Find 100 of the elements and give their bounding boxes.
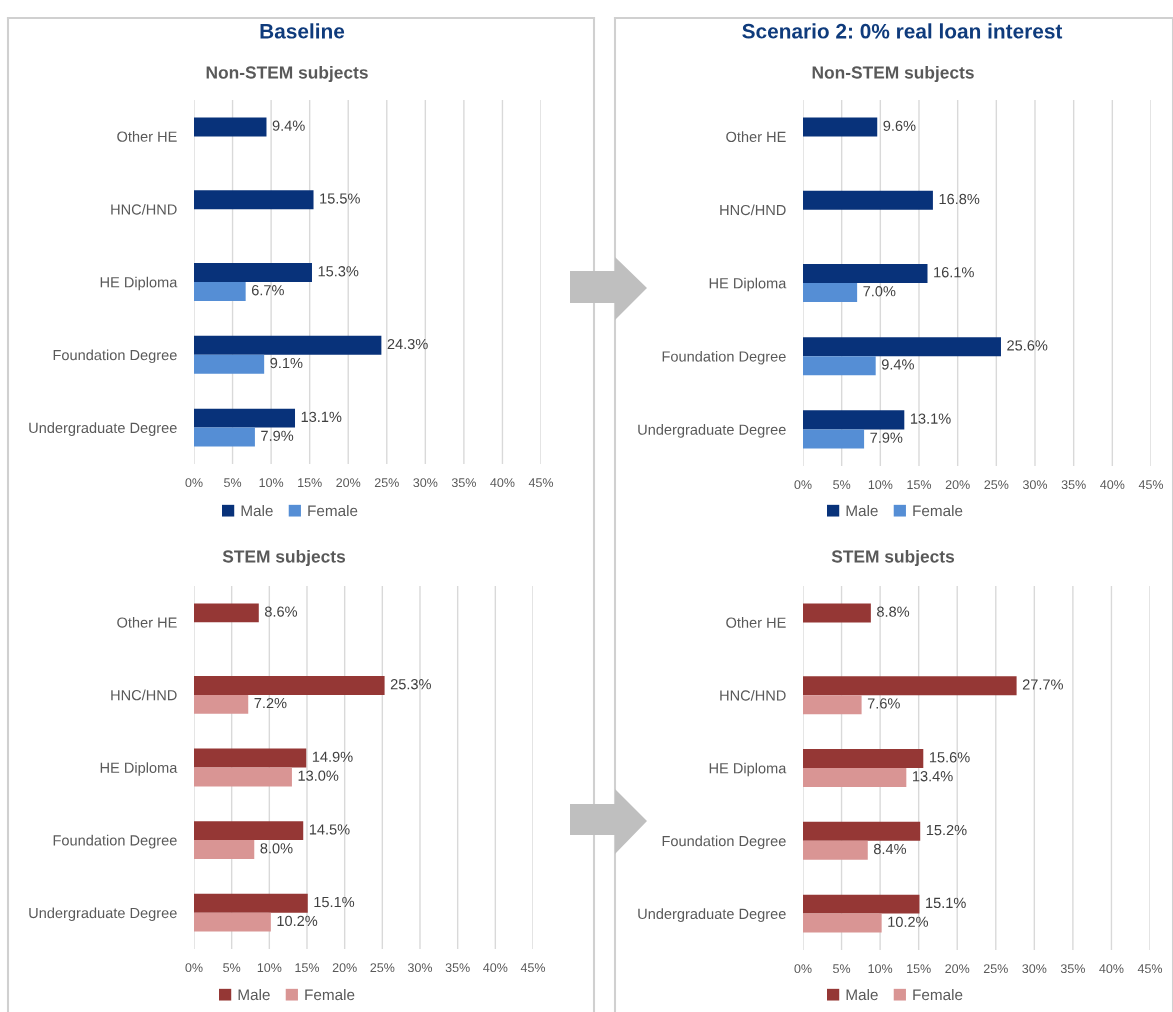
data-label: 15.5% (320, 193, 360, 204)
x-tick-label: 15% (907, 964, 931, 974)
bar (194, 335, 382, 355)
bar (194, 840, 255, 859)
bar (194, 263, 312, 282)
data-label: 15.1% (314, 896, 355, 908)
data-label: 9.4% (272, 120, 305, 131)
bar (194, 427, 255, 447)
x-tick-label: 45% (1137, 964, 1163, 974)
chart-title: STEM subjects (222, 549, 346, 567)
x-tick-label: 25% (983, 964, 1008, 974)
x-tick-label: 25% (984, 480, 1009, 490)
data-label: 13.1% (910, 413, 951, 424)
legend-label: Female (308, 504, 358, 517)
bar (803, 337, 1001, 357)
y-tick-label: Foundation Degree (53, 349, 177, 364)
bar (194, 603, 259, 623)
x-tick-label: 30% (1022, 964, 1047, 974)
x-tick-label: 0% (794, 964, 812, 974)
bar (194, 821, 304, 841)
bar (803, 429, 865, 449)
data-label: 8.4% (873, 843, 907, 855)
x-tick-label: 25% (374, 478, 399, 488)
data-label: 15.3% (318, 266, 359, 277)
data-label: 15.6% (929, 752, 970, 763)
y-tick-label: Foundation Degree (53, 834, 177, 849)
y-tick-label: Other HE (726, 617, 786, 628)
x-tick-label: 20% (336, 478, 361, 488)
bar (803, 263, 928, 283)
bar (803, 821, 921, 841)
x-tick-label: 25% (370, 963, 395, 973)
bar (194, 893, 308, 913)
bar (194, 282, 246, 301)
bar (803, 603, 871, 623)
y-tick-label: HE Diploma (100, 276, 178, 291)
x-tick-label: 35% (1061, 480, 1086, 490)
x-tick-label: 20% (945, 480, 970, 490)
x-tick-label: 20% (945, 964, 970, 974)
data-label: 14.9% (312, 751, 353, 762)
bar (194, 748, 307, 768)
data-label: 10.2% (277, 915, 318, 927)
y-tick-label: Foundation Degree (662, 350, 786, 365)
legend-label: Male (238, 988, 270, 1001)
bar (194, 190, 314, 210)
x-tick-label: 40% (1100, 480, 1125, 490)
bar (194, 408, 296, 428)
data-label: 9.1% (270, 357, 303, 369)
y-tick-label: HNC/HND (720, 689, 786, 701)
bar (803, 410, 905, 430)
x-tick-label: 35% (1060, 964, 1085, 974)
legend-label: Female (913, 504, 963, 517)
data-label: 16.1% (934, 267, 974, 278)
x-tick-label: 15% (298, 478, 322, 488)
bar (803, 283, 858, 303)
x-tick-label: 45% (520, 963, 546, 973)
x-tick-label: 0% (185, 963, 203, 973)
bar (803, 894, 920, 914)
y-tick-label: HE Diploma (709, 277, 787, 292)
legend-label: Female (913, 988, 963, 1001)
data-label: 13.4% (913, 771, 953, 782)
legend-label: Female (305, 988, 355, 1001)
bar (803, 749, 924, 768)
y-tick-label: HE Diploma (709, 762, 787, 777)
chart-title: Non-STEM subjects (206, 65, 368, 83)
bar (194, 767, 292, 787)
data-label: 13.1% (301, 411, 342, 423)
y-tick-label: Undergraduate Degree (638, 908, 786, 922)
x-tick-label: 5% (833, 964, 851, 974)
data-label: 8.0% (260, 843, 293, 854)
data-label: 7.0% (863, 286, 896, 297)
data-label: 13.0% (298, 770, 339, 781)
x-tick-label: 10% (259, 478, 284, 488)
data-label: 10.2% (888, 916, 929, 927)
bar (803, 840, 868, 860)
x-tick-label: 5% (833, 480, 851, 490)
data-label: 24.3% (387, 338, 428, 350)
x-tick-label: 45% (1138, 480, 1164, 490)
text: Scenario 2: 0% real loan interest (742, 23, 1063, 39)
data-label: 25.3% (390, 679, 431, 690)
data-label: 15.2% (926, 824, 967, 836)
data-label: 7.2% (254, 697, 287, 709)
x-tick-label: 30% (1022, 480, 1048, 490)
bar (803, 117, 878, 137)
y-tick-label: Undergraduate Degree (29, 422, 177, 436)
bar (803, 190, 933, 210)
y-tick-label: HNC/HND (111, 689, 177, 701)
data-label: 7.9% (261, 430, 294, 441)
data-label: 7.6% (867, 698, 900, 709)
bar (194, 117, 267, 137)
data-label: 9.4% (881, 359, 914, 370)
x-tick-label: 40% (490, 478, 515, 488)
text: Baseline (260, 23, 345, 39)
y-tick-label: Undergraduate Degree (29, 907, 177, 922)
legend-label: Male (241, 504, 273, 517)
data-label: 14.5% (309, 824, 350, 835)
bar (194, 354, 265, 374)
data-label: 25.6% (1007, 340, 1048, 351)
x-tick-label: 30% (407, 963, 433, 973)
data-label: 7.9% (870, 432, 903, 443)
data-label: 9.6% (883, 120, 916, 131)
